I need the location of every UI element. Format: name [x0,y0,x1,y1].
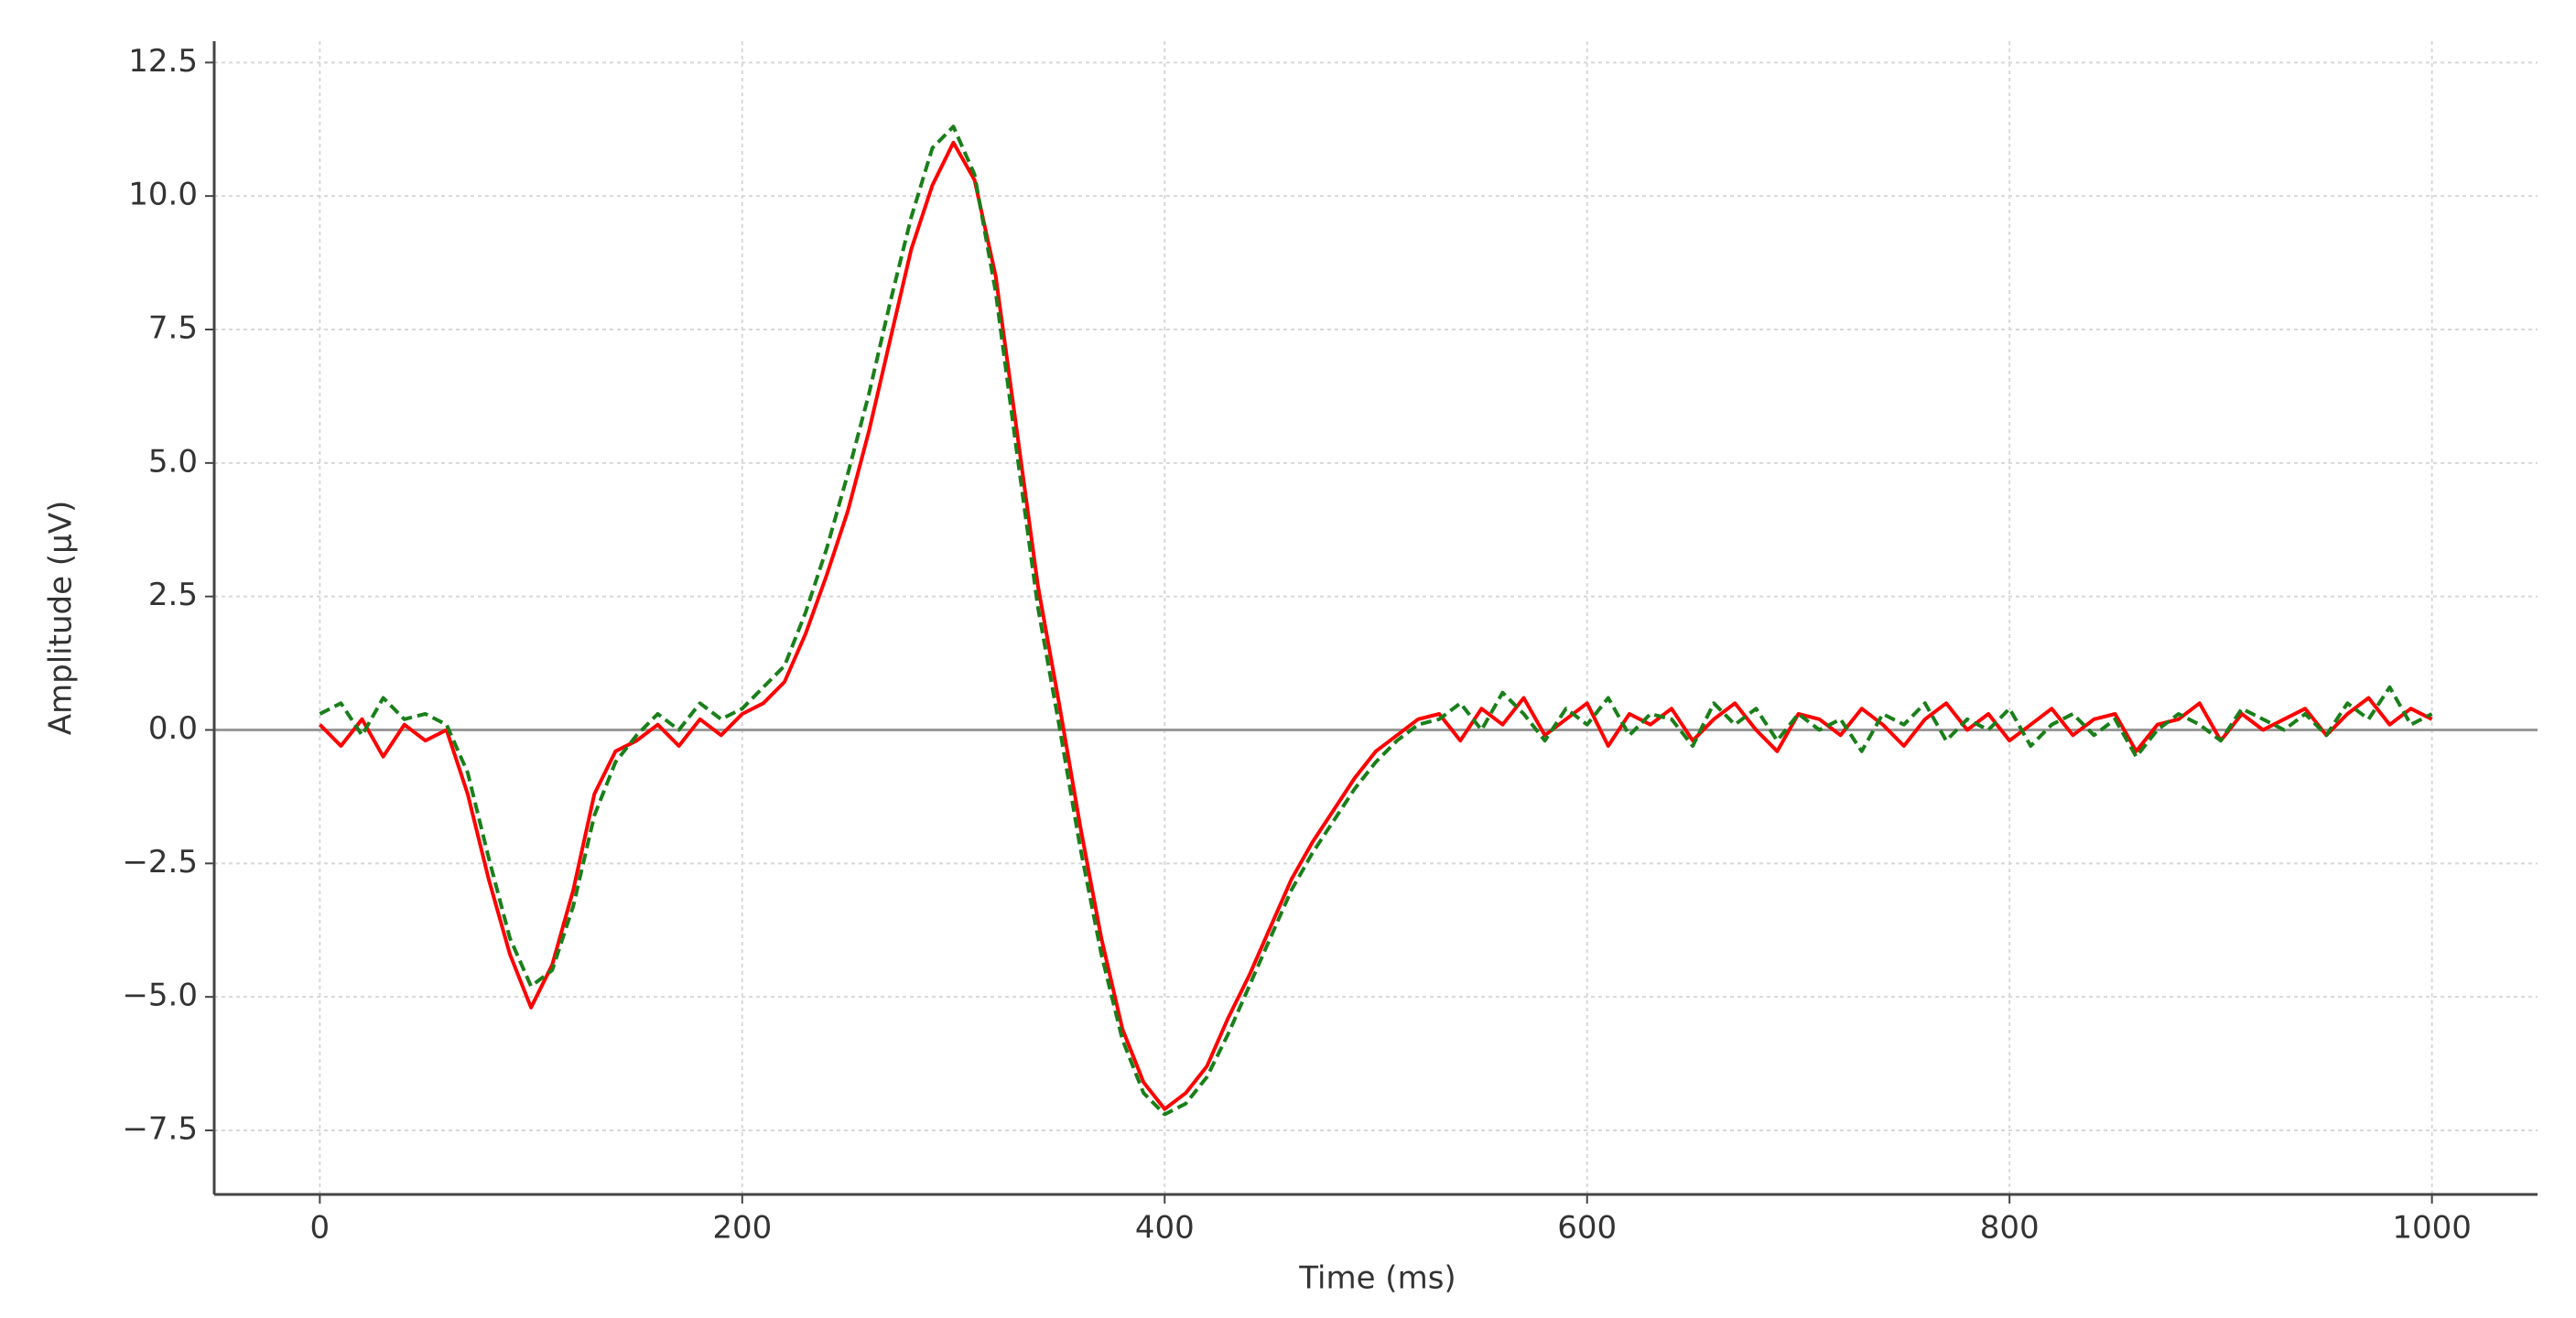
x-tick-label: 200 [712,1210,772,1247]
y-tick-label: 5.0 [148,443,198,480]
x-tick-label: 600 [1557,1210,1617,1247]
x-tick-label: 0 [310,1210,330,1247]
x-tick-label: 800 [1980,1210,2040,1247]
y-tick-label: 2.5 [148,577,198,613]
data-line [318,140,2433,1111]
x-axis-label: Time (ms) [1298,1260,1456,1297]
y-tick-label: 0.0 [148,710,198,747]
data-line [319,124,2433,1117]
x-tick-label: 400 [1135,1210,1195,1247]
y-tick-label: 12.5 [128,43,198,80]
y-tick-label: −2.5 [122,844,198,880]
y-tick-label: −5.0 [122,978,198,1014]
y-tick-label: 7.5 [148,310,198,347]
y-tick-label: 10.0 [128,177,198,213]
x-tick-label: 1000 [2392,1210,2472,1247]
y-tick-label: −7.5 [122,1111,198,1148]
y-axis-label: Amplitude (µV) [43,501,80,735]
